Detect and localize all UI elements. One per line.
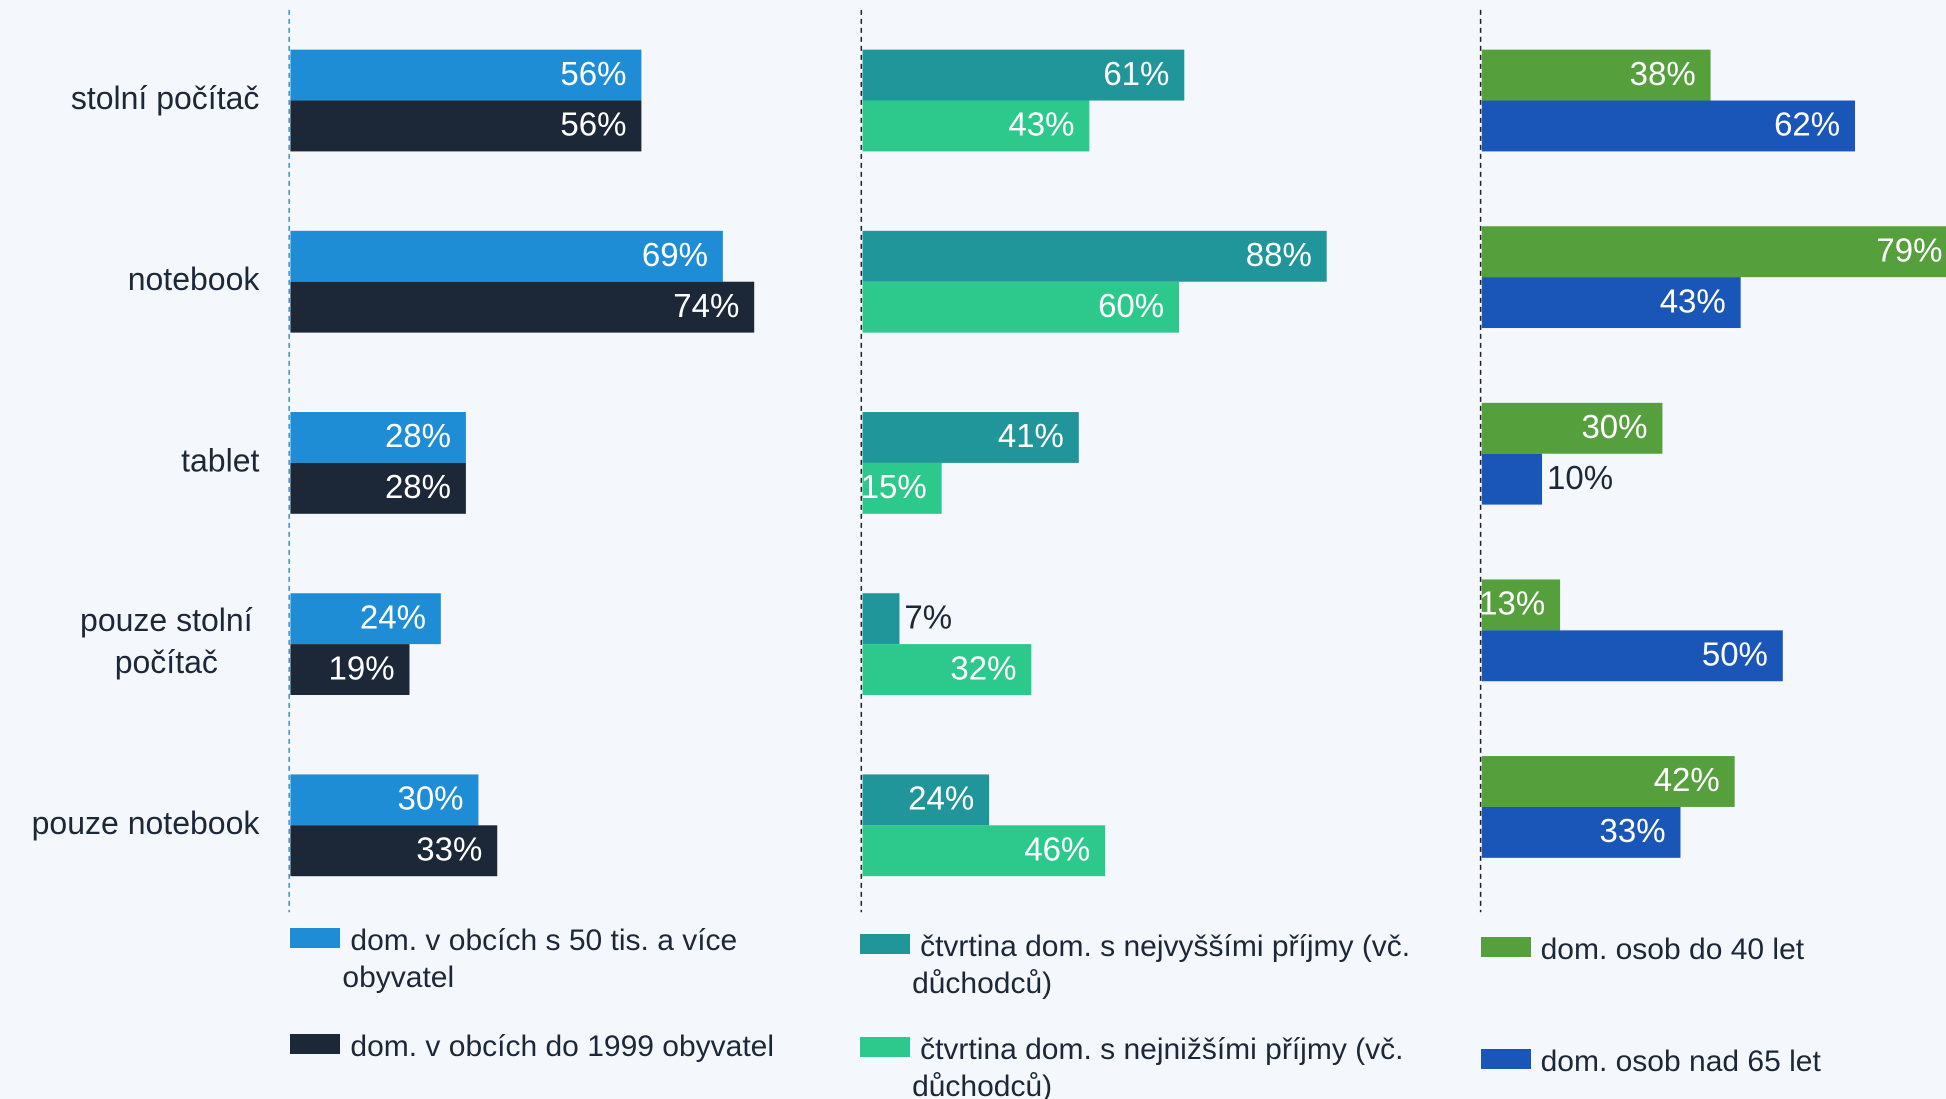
legend-label: dom. osob do 40 let bbox=[1540, 932, 1805, 966]
bar bbox=[862, 281, 1180, 333]
bar bbox=[862, 100, 1090, 152]
bar bbox=[862, 774, 990, 826]
bar bbox=[1481, 49, 1711, 101]
bar bbox=[1481, 277, 1741, 329]
legend-swatch bbox=[1480, 936, 1531, 957]
bar bbox=[1481, 756, 1735, 807]
value-label: 42% bbox=[1654, 761, 1720, 798]
category-label: tablet bbox=[181, 442, 259, 478]
legend-entry: čtvrtina dom. s nejvyššími příjmy (vč. d… bbox=[860, 928, 1458, 1002]
value-label: 43% bbox=[1660, 282, 1726, 319]
bar bbox=[1481, 402, 1663, 454]
legend-label: dom. osob nad 65 let bbox=[1540, 1044, 1821, 1078]
bar bbox=[290, 281, 755, 333]
value-label: 88% bbox=[1246, 236, 1312, 273]
bar bbox=[862, 825, 1106, 877]
value-label: 24% bbox=[908, 780, 974, 817]
value-label: 60% bbox=[1098, 287, 1164, 324]
bar bbox=[1481, 630, 1783, 682]
bar bbox=[1481, 579, 1561, 631]
value-label: 32% bbox=[950, 649, 1016, 686]
category-label: notebook bbox=[128, 261, 261, 297]
bar bbox=[290, 49, 642, 101]
value-label: 13% bbox=[1479, 585, 1545, 622]
value-label: 62% bbox=[1774, 106, 1840, 143]
value-label: 46% bbox=[1024, 830, 1090, 867]
value-label: 33% bbox=[1600, 812, 1666, 849]
bar bbox=[290, 825, 498, 877]
legend-swatch bbox=[860, 1037, 911, 1058]
legend-entry: dom. osob nad 65 let bbox=[1480, 1043, 1946, 1080]
legend-swatch bbox=[290, 928, 341, 949]
legend-swatch bbox=[1480, 1048, 1531, 1069]
value-label: 30% bbox=[397, 780, 463, 817]
category-label: pouze stolní počítač bbox=[80, 602, 253, 680]
legend-label: dom. v obcích do 1999 obyvatel bbox=[350, 1029, 775, 1063]
bar bbox=[1481, 453, 1543, 505]
legend-label: čtvrtina dom. s nejvyššími příjmy (vč. d… bbox=[912, 930, 1411, 1001]
value-label: 19% bbox=[329, 649, 395, 686]
value-label: 69% bbox=[642, 236, 708, 273]
bar bbox=[862, 49, 1185, 101]
value-label: 33% bbox=[416, 830, 482, 867]
value-label: 10% bbox=[1547, 459, 1613, 496]
bar bbox=[862, 230, 1327, 282]
category-label: stolní počítač bbox=[71, 80, 260, 116]
bar bbox=[1481, 226, 1946, 278]
legend-entry: dom. v obcích do 1999 obyvatel bbox=[290, 1028, 838, 1065]
value-label: 41% bbox=[998, 417, 1064, 454]
value-label: 56% bbox=[560, 55, 626, 92]
legend-swatch bbox=[290, 1033, 341, 1054]
bar bbox=[862, 412, 1079, 463]
bar bbox=[290, 593, 441, 645]
value-label: 61% bbox=[1103, 55, 1169, 92]
value-label: 38% bbox=[1630, 55, 1696, 92]
value-label: 28% bbox=[385, 417, 451, 454]
bar bbox=[290, 100, 642, 152]
bar bbox=[862, 462, 942, 514]
bar bbox=[290, 230, 723, 282]
bar bbox=[1481, 100, 1856, 152]
value-label: 50% bbox=[1702, 636, 1768, 673]
bar bbox=[862, 593, 900, 645]
legend-label: čtvrtina dom. s nejnižšími příjmy (vč. d… bbox=[912, 1033, 1404, 1099]
legend-swatch bbox=[860, 934, 911, 955]
value-label: 43% bbox=[1008, 106, 1074, 143]
bar bbox=[862, 644, 1032, 695]
legend-entry: dom. osob do 40 let bbox=[1480, 931, 1946, 968]
value-label: 56% bbox=[560, 106, 626, 143]
value-label: 15% bbox=[861, 468, 927, 505]
value-label: 74% bbox=[673, 287, 739, 324]
bar bbox=[1481, 806, 1681, 858]
bar bbox=[290, 412, 466, 463]
value-label: 24% bbox=[360, 598, 426, 635]
bar bbox=[290, 644, 410, 695]
category-label: pouze notebook bbox=[32, 805, 261, 841]
value-label: 7% bbox=[904, 598, 952, 635]
value-label: 79% bbox=[1876, 231, 1942, 268]
bar bbox=[290, 462, 466, 514]
legend-label: dom. v obcích s 50 tis. a více obyvatel bbox=[342, 924, 738, 995]
value-label: 28% bbox=[385, 468, 451, 505]
legend-entry: dom. v obcích s 50 tis. a více obyvatel bbox=[290, 922, 838, 996]
legend-entry: čtvrtina dom. s nejnižšími příjmy (vč. d… bbox=[860, 1031, 1458, 1099]
value-label: 30% bbox=[1581, 408, 1647, 445]
bar bbox=[290, 774, 479, 826]
